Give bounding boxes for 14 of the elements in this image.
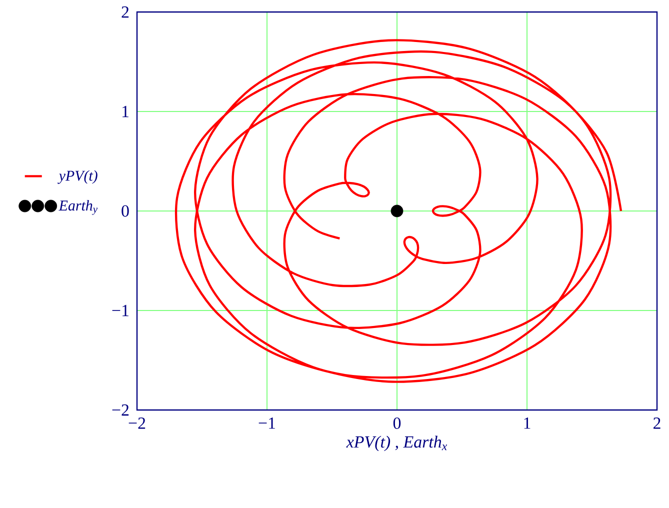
y-tick-label: 2 <box>122 6 129 18</box>
legend-label: yPV(t) <box>58 170 98 184</box>
legend-label: Earth$_{y}$ <box>58 200 98 215</box>
x-tick-label: −1 <box>258 418 275 429</box>
y-tick-label: 1 <box>122 106 128 118</box>
y-tick-label: −1 <box>112 304 128 316</box>
y-tick-label: −2 <box>112 404 129 416</box>
y-tick-label: 0 <box>122 205 129 217</box>
x-tick-label: 2 <box>654 418 660 429</box>
line-series <box>176 39 622 383</box>
x-tick-label: −2 <box>128 418 146 429</box>
x-tick-label: 0 <box>393 418 401 429</box>
x-axis-title: xPV(t) , Earth$_{x}$ <box>346 436 448 452</box>
x-tick-label: 1 <box>524 418 530 429</box>
